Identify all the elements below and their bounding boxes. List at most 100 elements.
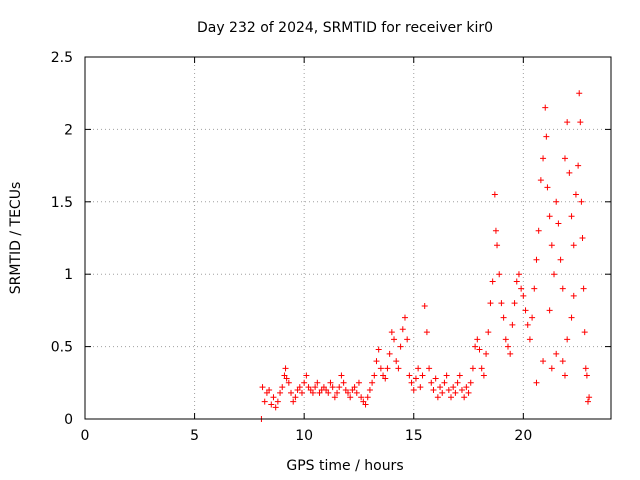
data-point bbox=[261, 398, 268, 405]
chart-title: Day 232 of 2024, SRMTID for receiver kir… bbox=[197, 20, 493, 36]
data-point bbox=[551, 271, 558, 278]
data-point bbox=[421, 303, 428, 310]
data-point bbox=[584, 398, 591, 405]
data-point bbox=[437, 384, 444, 391]
data-point bbox=[561, 155, 568, 162]
data-point bbox=[467, 379, 474, 386]
data-point bbox=[397, 343, 404, 350]
data-point bbox=[543, 133, 550, 140]
data-point bbox=[570, 292, 577, 299]
plot-frame bbox=[84, 56, 612, 420]
data-point bbox=[566, 169, 573, 176]
data-point bbox=[561, 372, 568, 379]
data-point bbox=[515, 271, 522, 278]
data-point bbox=[285, 379, 292, 386]
data-point bbox=[428, 379, 435, 386]
data-point bbox=[496, 271, 503, 278]
data-point bbox=[347, 394, 354, 401]
data-point bbox=[366, 387, 373, 394]
data-point bbox=[544, 184, 551, 191]
data-point bbox=[469, 365, 476, 372]
data-point bbox=[491, 191, 498, 198]
y-tick-label: 1 bbox=[64, 267, 73, 283]
data-point bbox=[327, 379, 334, 386]
data-point bbox=[334, 389, 341, 396]
x-tick-label: 10 bbox=[295, 428, 313, 444]
data-point bbox=[296, 384, 303, 391]
data-point bbox=[369, 379, 376, 386]
data-point bbox=[458, 387, 465, 394]
data-point bbox=[572, 191, 579, 198]
data-point bbox=[298, 389, 305, 396]
data-point bbox=[518, 285, 525, 292]
data-point bbox=[371, 372, 378, 379]
data-point bbox=[388, 329, 395, 336]
data-point bbox=[266, 387, 273, 394]
data-point bbox=[441, 379, 448, 386]
y-tick-label: 0.5 bbox=[51, 340, 73, 356]
data-point bbox=[548, 242, 555, 249]
data-point bbox=[533, 256, 540, 263]
data-point bbox=[395, 365, 402, 372]
data-point bbox=[358, 394, 365, 401]
data-point bbox=[290, 398, 297, 405]
data-point bbox=[546, 213, 553, 220]
data-point bbox=[432, 375, 439, 382]
data-point bbox=[309, 389, 316, 396]
data-point bbox=[487, 300, 494, 307]
data-point bbox=[353, 389, 360, 396]
x-tick-label: 20 bbox=[514, 428, 532, 444]
data-point bbox=[340, 379, 347, 386]
data-point bbox=[415, 365, 422, 372]
y-tick-label: 0 bbox=[64, 412, 73, 428]
data-point bbox=[586, 394, 593, 401]
data-point bbox=[553, 350, 560, 357]
data-point bbox=[535, 227, 542, 234]
data-point bbox=[391, 336, 398, 343]
data-point bbox=[553, 198, 560, 205]
data-point bbox=[492, 227, 499, 234]
data-point bbox=[557, 256, 564, 263]
data-point bbox=[423, 329, 430, 336]
data-point bbox=[478, 365, 485, 372]
x-tick-label: 15 bbox=[405, 428, 423, 444]
data-point bbox=[314, 379, 321, 386]
data-point bbox=[419, 372, 426, 379]
data-point bbox=[345, 389, 351, 396]
data-point bbox=[461, 394, 468, 401]
data-point bbox=[524, 321, 531, 328]
data-point bbox=[417, 384, 424, 391]
data-point bbox=[578, 198, 585, 205]
data-point bbox=[443, 372, 450, 379]
y-tick-label: 2.5 bbox=[51, 50, 73, 66]
data-point bbox=[292, 394, 299, 401]
data-point bbox=[288, 389, 295, 396]
data-point bbox=[548, 365, 555, 372]
data-point bbox=[568, 314, 575, 321]
data-point bbox=[351, 384, 358, 391]
x-axis-label: GPS time / hours bbox=[286, 458, 403, 474]
data-point bbox=[338, 372, 345, 379]
data-point bbox=[268, 401, 275, 408]
data-point bbox=[542, 104, 549, 111]
data-point bbox=[577, 119, 584, 126]
points-layer bbox=[258, 90, 593, 422]
data-point bbox=[386, 350, 393, 357]
data-point bbox=[546, 307, 553, 314]
data-point bbox=[375, 346, 382, 353]
data-point bbox=[450, 384, 457, 391]
y-axis-label: SRMTID / TECUs bbox=[8, 182, 24, 295]
data-point bbox=[474, 336, 481, 343]
data-point bbox=[401, 314, 408, 321]
data-point bbox=[465, 389, 472, 396]
data-point bbox=[580, 285, 587, 292]
data-point bbox=[377, 365, 384, 372]
y-tick-label: 1.5 bbox=[51, 195, 73, 211]
data-point bbox=[279, 384, 286, 391]
data-point bbox=[570, 242, 577, 249]
data-point bbox=[283, 375, 290, 382]
data-point bbox=[426, 365, 433, 372]
data-point bbox=[277, 389, 284, 396]
